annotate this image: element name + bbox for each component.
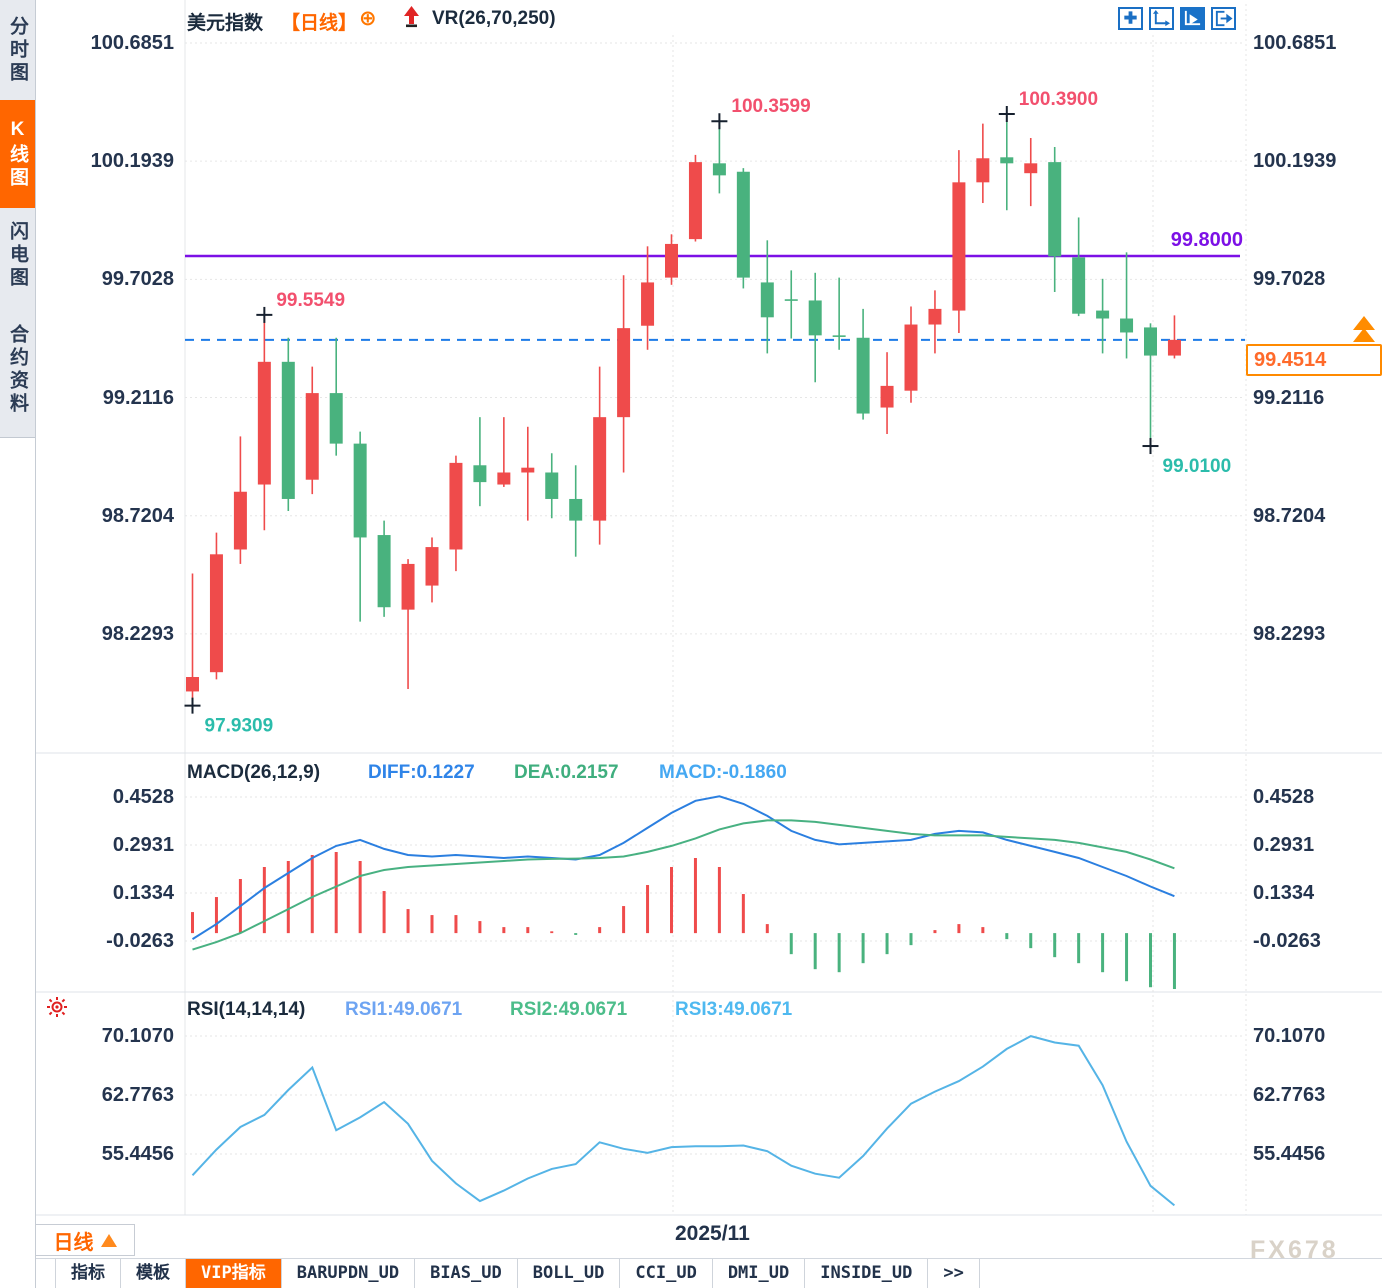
- up-arrow-icon: [402, 5, 421, 35]
- last-price-badge: 99.4514: [1246, 344, 1382, 376]
- sidebar-item-contract-info[interactable]: 合约资料: [0, 302, 35, 438]
- tab-模板[interactable]: 模板: [121, 1259, 186, 1288]
- candles-layer: [186, 114, 1181, 706]
- vr-indicator-label: VR(26,70,250): [432, 8, 556, 29]
- axis-tick-label: 0.1334: [1253, 882, 1315, 904]
- axis-tick-label: 98.2293: [1253, 622, 1326, 645]
- tab-BIAS_UD[interactable]: BIAS_UD: [415, 1259, 518, 1288]
- axis-tick-label: -0.0263: [1253, 930, 1321, 953]
- axis-tick-label: 98.2293: [101, 622, 174, 645]
- axis-scale-icon[interactable]: [1149, 7, 1174, 30]
- axis-tick-label: 99.2116: [102, 386, 174, 409]
- axis-tick-label: 99.7028: [101, 268, 174, 291]
- rsi2-value: RSI2:49.0671: [510, 999, 628, 1020]
- hline-price-label: 99.8000: [1170, 229, 1243, 251]
- macd-dea-value: DEA:0.2157: [514, 762, 619, 783]
- axis-tick-label: 0.4528: [112, 786, 174, 808]
- svg-text:99.5549: 99.5549: [276, 290, 345, 311]
- axis-tick-label: 0.2931: [1253, 834, 1315, 856]
- axis-tick-label: 70.1070: [101, 1025, 174, 1047]
- svg-text:97.9309: 97.9309: [205, 716, 274, 737]
- rsi1-value: RSI1:49.0671: [345, 999, 463, 1020]
- svg-text:99.0100: 99.0100: [1163, 456, 1232, 477]
- axis-tick-label: 55.4456: [1253, 1143, 1326, 1166]
- sidebar-item-kline-chart[interactable]: K线图: [0, 100, 35, 209]
- rsi3-value: RSI3:49.0671: [675, 999, 793, 1020]
- period-selector-label: 日线: [53, 1231, 94, 1254]
- tab-INSIDE_UD[interactable]: INSIDE_UD: [805, 1259, 929, 1288]
- sidebar-item-time-chart[interactable]: 分时图: [0, 0, 35, 101]
- tab->>[interactable]: >>: [928, 1259, 980, 1288]
- axis-tick-label: 62.7763: [1253, 1084, 1326, 1106]
- indicator-tab-bar: 指标 模板 VIP指标 BARUPDN_UD BIAS_UD BOLL_UD CCI_UD D…: [35, 1258, 1382, 1288]
- rsi-title: RSI(14,14,14): [187, 999, 306, 1020]
- axis-tick-label: -0.0263: [106, 930, 174, 953]
- axis-tick-label: 0.1334: [112, 882, 174, 904]
- sidebar-item-flash-chart[interactable]: 闪电图: [0, 208, 35, 303]
- chart-toolbar: [1118, 7, 1236, 30]
- axis-tick-label: 99.7028: [1253, 268, 1326, 291]
- macd-hist-value: MACD:-0.1860: [659, 762, 787, 783]
- price-annotations: 97.9309 99.5549 100.3599 100.3900 99.0100: [184, 89, 1232, 737]
- axis-tick-label: 100.1939: [90, 150, 174, 173]
- axis-tick-label: 99.2116: [1253, 386, 1325, 409]
- axis-auto-icon[interactable]: [1180, 7, 1205, 30]
- svg-text:100.3900: 100.3900: [1019, 89, 1098, 110]
- period-selector-button[interactable]: 日线: [35, 1224, 135, 1256]
- axis-tick-label: 100.1939: [1253, 150, 1337, 173]
- tab-BOLL_UD[interactable]: BOLL_UD: [518, 1259, 621, 1288]
- tab-CCI_UD[interactable]: CCI_UD: [620, 1259, 713, 1288]
- macd-diff-value: DIFF:0.1227: [368, 762, 475, 783]
- tab-VIP指标[interactable]: VIP指标: [186, 1259, 282, 1288]
- tab-BARUPDN_UD[interactable]: BARUPDN_UD: [282, 1259, 416, 1288]
- caret-up-icon: [100, 1233, 117, 1247]
- pan-right-icon[interactable]: [1211, 7, 1236, 30]
- axis-tick-label: 70.1070: [1253, 1025, 1326, 1047]
- macd-title: MACD(26,12,9): [187, 762, 321, 783]
- chart-header: 美元指数 【日线】 ⊕ VR(26,70,250): [0, 0, 1382, 38]
- sidebar: 分时图 K线图 闪电图 合约资料: [0, 0, 36, 1288]
- axis-tick-label: 100.6851: [90, 32, 174, 54]
- tab-指标[interactable]: 指标: [55, 1259, 121, 1288]
- price-up-arrow-icon: [1353, 316, 1375, 330]
- x-axis-date-label: 2025/11: [675, 1222, 750, 1245]
- svg-text:100.3599: 100.3599: [731, 96, 810, 117]
- symbol-title: 美元指数: [187, 13, 264, 34]
- axis-tick-label: 55.4456: [101, 1143, 174, 1166]
- crosshair-icon[interactable]: [1118, 7, 1143, 30]
- tab-DMI_UD[interactable]: DMI_UD: [713, 1259, 806, 1288]
- indicator-settings-sun-icon[interactable]: [45, 995, 69, 1019]
- grid-lines: [35, 0, 1382, 1216]
- add-indicator-icon[interactable]: ⊕: [359, 7, 377, 30]
- axis-tick-label: 98.7204: [1253, 504, 1326, 527]
- period-tag[interactable]: 【日线】: [281, 13, 358, 34]
- macd-layer: [191, 795, 1176, 990]
- axis-tick-label: 62.7763: [101, 1084, 174, 1106]
- axis-tick-label: 100.6851: [1253, 32, 1337, 54]
- rsi-layer: [191, 1035, 1176, 1207]
- axis-tick-label: 0.2931: [112, 834, 174, 856]
- axis-tick-label: 98.7204: [101, 504, 174, 527]
- axis-tick-label: 0.4528: [1253, 786, 1315, 808]
